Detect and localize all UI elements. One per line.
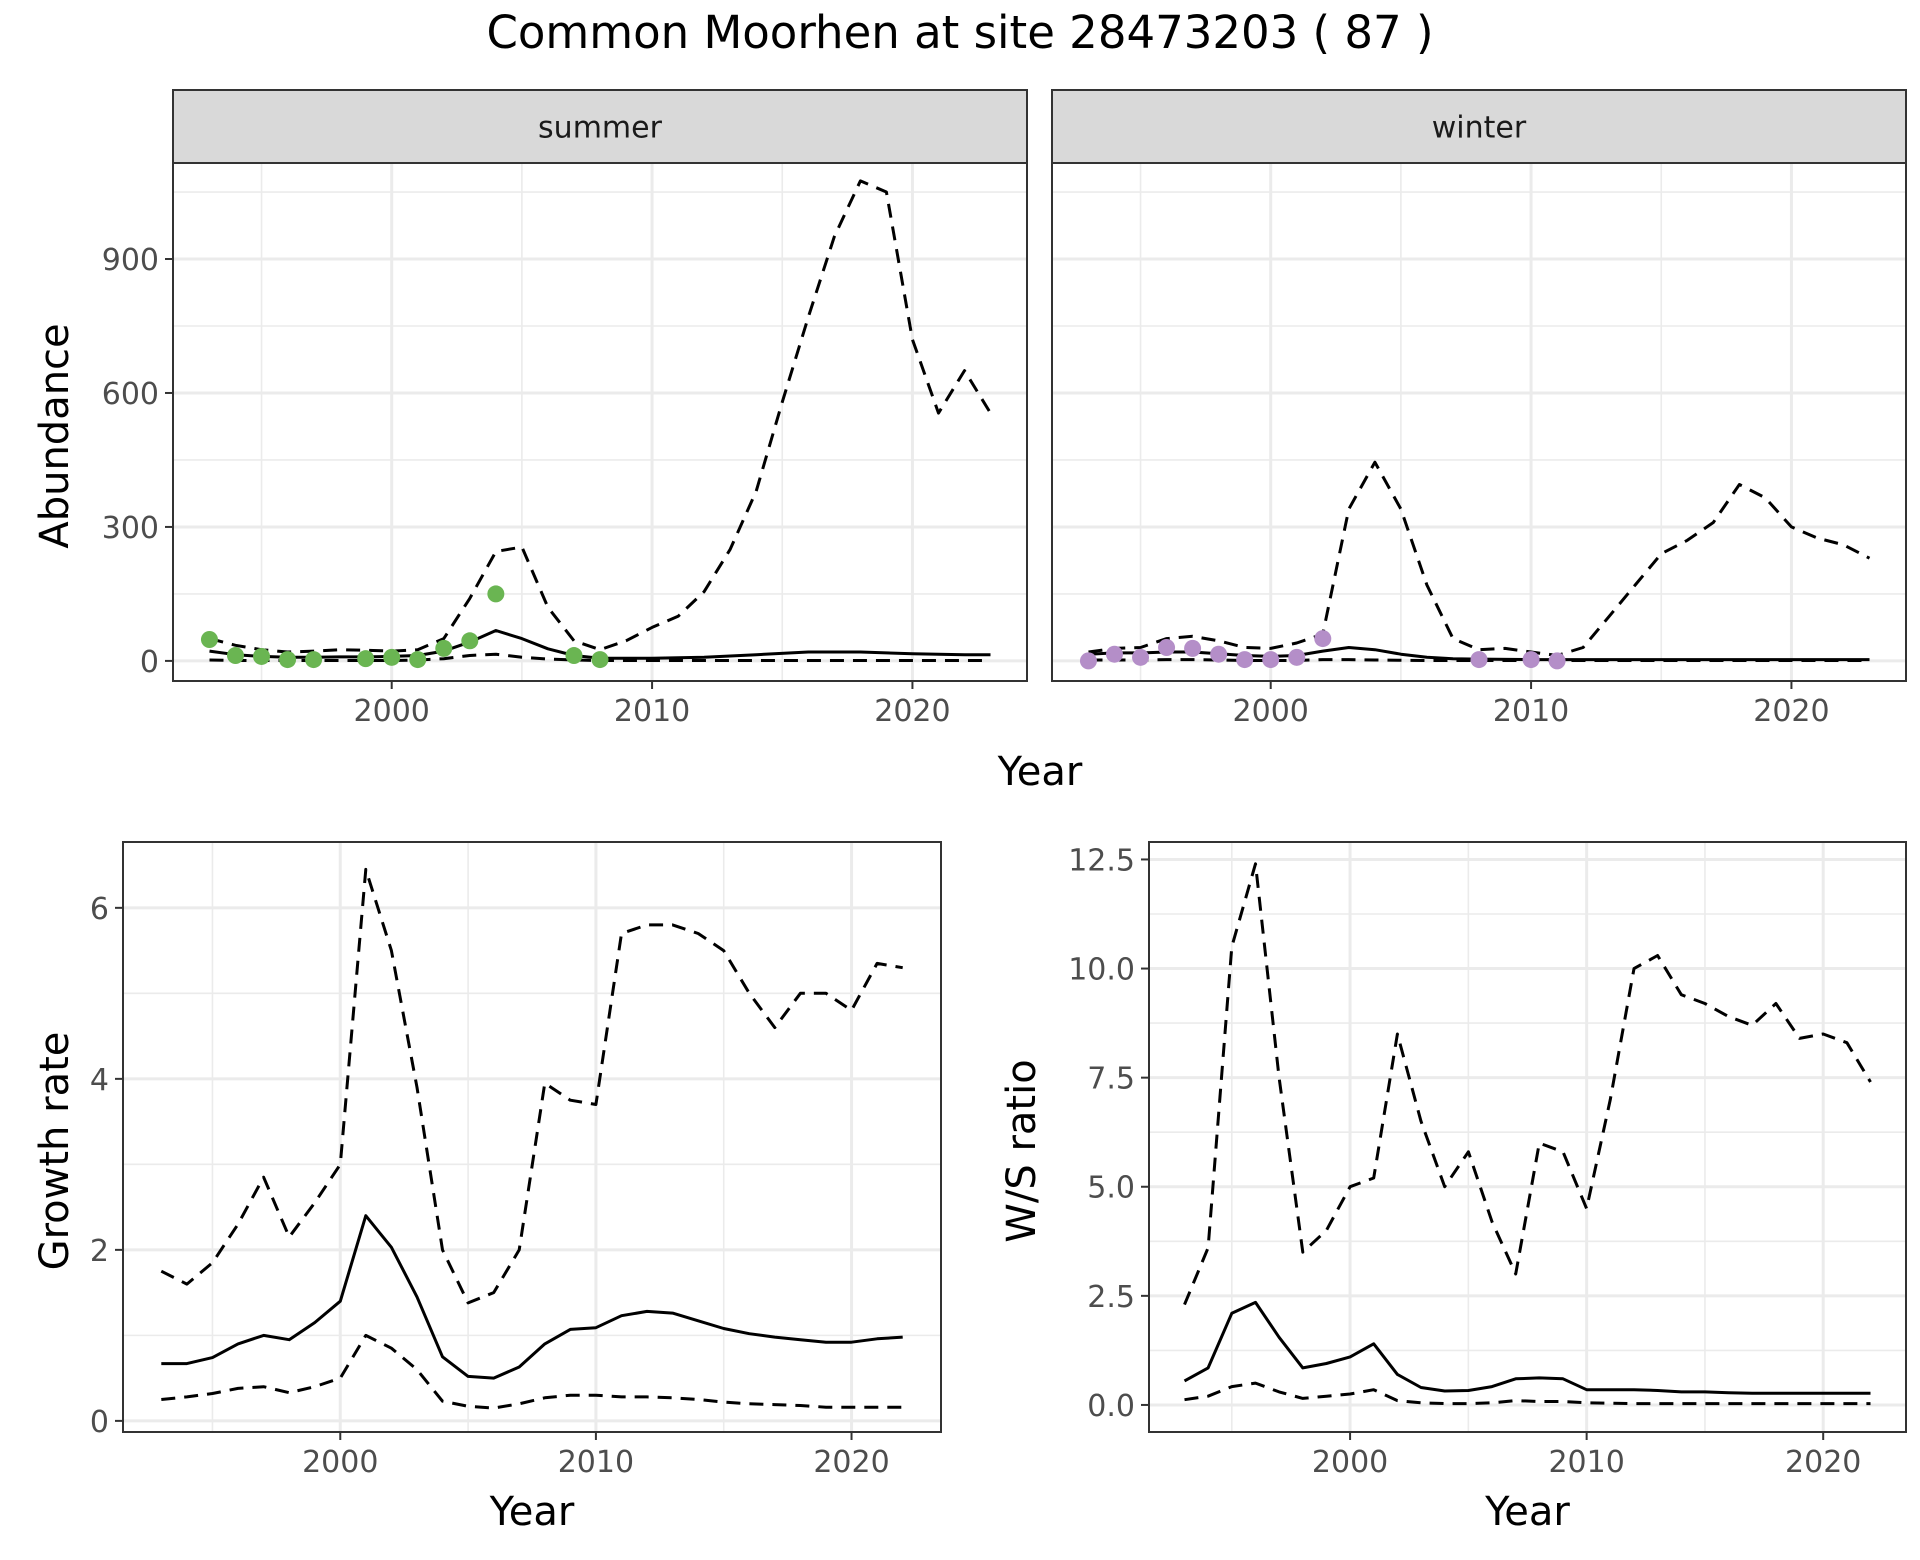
summer-strip-label: summer (538, 111, 663, 146)
ratio-y-tick-label: 7.5 (1087, 1062, 1135, 1097)
growth-upper-bound-line (160, 867, 903, 1305)
winter-lower-bound-line (1088, 658, 1870, 662)
winter-x-tick-label: 2000 (1233, 694, 1309, 729)
summer-x-ticks: 2000 2010 2020 (354, 681, 951, 729)
growth-y-tick-label: 4 (90, 1063, 109, 1098)
growth-rate-panel: 2000 2010 2020 0 2 4 6 Growth rate Year (32, 841, 942, 1535)
figure-title: Common Moorhen at site 28473203 ( 87 ) (486, 6, 1433, 59)
growth-x-tick-label: 2020 (813, 1445, 889, 1480)
winter-observation-point (1079, 652, 1097, 670)
winter-x-tick-label: 2010 (1493, 694, 1569, 729)
ratio-y-tick-label: 10.0 (1068, 953, 1135, 988)
ratio-y-tick-label: 5.0 (1087, 1171, 1135, 1206)
abundance-x-axis-label: Year (997, 749, 1083, 795)
winter-observation-point (1210, 645, 1228, 663)
summer-observation-point (200, 630, 218, 648)
summer-observation-point (435, 639, 453, 657)
ratio-series (1183, 862, 1872, 1406)
ratio-upper-bound-line (1183, 862, 1872, 1306)
winter-strip-label: winter (1432, 111, 1527, 146)
ratio-y-ticks: 0.0 2.5 5.0 7.5 10.0 12.5 (1068, 843, 1149, 1424)
ratio-estimate-line (1183, 1300, 1871, 1395)
summer-observation-point (487, 585, 505, 603)
growth-grid (123, 842, 941, 1432)
summer-observation-point (279, 651, 297, 669)
growth-y-ticks: 0 2 4 6 (90, 892, 123, 1440)
winter-observation-point (1262, 651, 1280, 669)
growth-y-axis-label: Growth rate (32, 1032, 78, 1271)
winter-observation-point (1184, 639, 1202, 657)
summer-observation-point (305, 651, 323, 669)
winter-observation-points (1079, 630, 1566, 670)
summer-x-tick-label: 2000 (354, 694, 430, 729)
summer-y-tick-label: 300 (102, 511, 159, 546)
summer-strip (172, 89, 1028, 164)
ratio-y-axis-label: W/S ratio (999, 1059, 1045, 1242)
summer-observation-point (461, 632, 479, 650)
ratio-y-tick-label: 2.5 (1087, 1280, 1135, 1315)
winter-observation-point (1236, 651, 1254, 669)
summer-observation-point (253, 647, 271, 665)
winter-observation-point (1132, 648, 1150, 666)
growth-panel-border (122, 841, 942, 1433)
winter-observation-point (1470, 651, 1488, 669)
ws-ratio-panel: 2000 2010 2020 0.0 2.5 5.0 7.5 10.0 12.5 W/S ra… (999, 841, 1907, 1535)
growth-x-axis-label: Year (489, 1489, 575, 1535)
winter-observation-point (1548, 652, 1566, 670)
growth-estimate-line (161, 1214, 903, 1380)
ratio-panel-border (1148, 841, 1907, 1433)
ratio-y-tick-label: 0.0 (1087, 1389, 1135, 1424)
ratio-x-tick-label: 2020 (1785, 1445, 1861, 1480)
summer-abundance-panel: summer 2000 2010 2020 0 300 600 900 Abundance (32, 89, 1028, 729)
growth-y-tick-label: 0 (90, 1405, 109, 1440)
growth-x-ticks: 2000 2010 2020 (302, 1432, 890, 1480)
summer-observation-point (226, 647, 244, 665)
winter-observation-point (1105, 645, 1123, 663)
summer-y-axis-label: Abundance (32, 323, 78, 548)
ratio-lower-bound-line (1184, 1381, 1871, 1406)
ratio-y-tick-label: 12.5 (1068, 843, 1135, 878)
summer-upper-bound-line (209, 179, 992, 654)
summer-observation-point (409, 651, 427, 669)
winter-observation-point (1288, 648, 1306, 666)
growth-x-tick-label: 2010 (558, 1445, 634, 1480)
ratio-x-ticks: 2000 2010 2020 (1312, 1432, 1861, 1480)
ratio-x-axis-label: Year (1484, 1489, 1570, 1535)
growth-series (160, 867, 903, 1410)
summer-observation-point (357, 650, 375, 668)
winter-x-tick-label: 2020 (1753, 694, 1829, 729)
growth-y-tick-label: 6 (90, 892, 109, 927)
summer-y-ticks: 0 300 600 900 (102, 243, 173, 680)
summer-x-tick-label: 2020 (874, 694, 950, 729)
summer-y-tick-label: 0 (140, 645, 159, 680)
summer-y-tick-label: 900 (102, 243, 159, 278)
growth-x-tick-label: 2000 (302, 1445, 378, 1480)
growth-lower-bound-line (161, 1333, 903, 1410)
winter-x-ticks: 2000 2010 2020 (1233, 681, 1830, 729)
winter-abundance-panel: winter 2000 2010 2020 (1051, 89, 1907, 729)
summer-x-tick-label: 2010 (614, 694, 690, 729)
winter-upper-bound-line (1088, 460, 1871, 657)
winter-observation-point (1314, 630, 1332, 648)
summer-observation-points (200, 585, 609, 669)
summer-observation-point (591, 651, 609, 669)
summer-y-tick-label: 600 (102, 377, 159, 412)
winter-observation-point (1522, 651, 1540, 669)
summer-observation-point (383, 648, 401, 666)
winter-observation-point (1158, 639, 1176, 657)
ratio-grid (1149, 842, 1906, 1432)
growth-y-tick-label: 2 (90, 1234, 109, 1269)
summer-observation-point (565, 647, 583, 665)
ratio-x-tick-label: 2010 (1548, 1445, 1624, 1480)
ratio-x-tick-label: 2000 (1312, 1445, 1388, 1480)
winter-strip (1051, 89, 1907, 164)
